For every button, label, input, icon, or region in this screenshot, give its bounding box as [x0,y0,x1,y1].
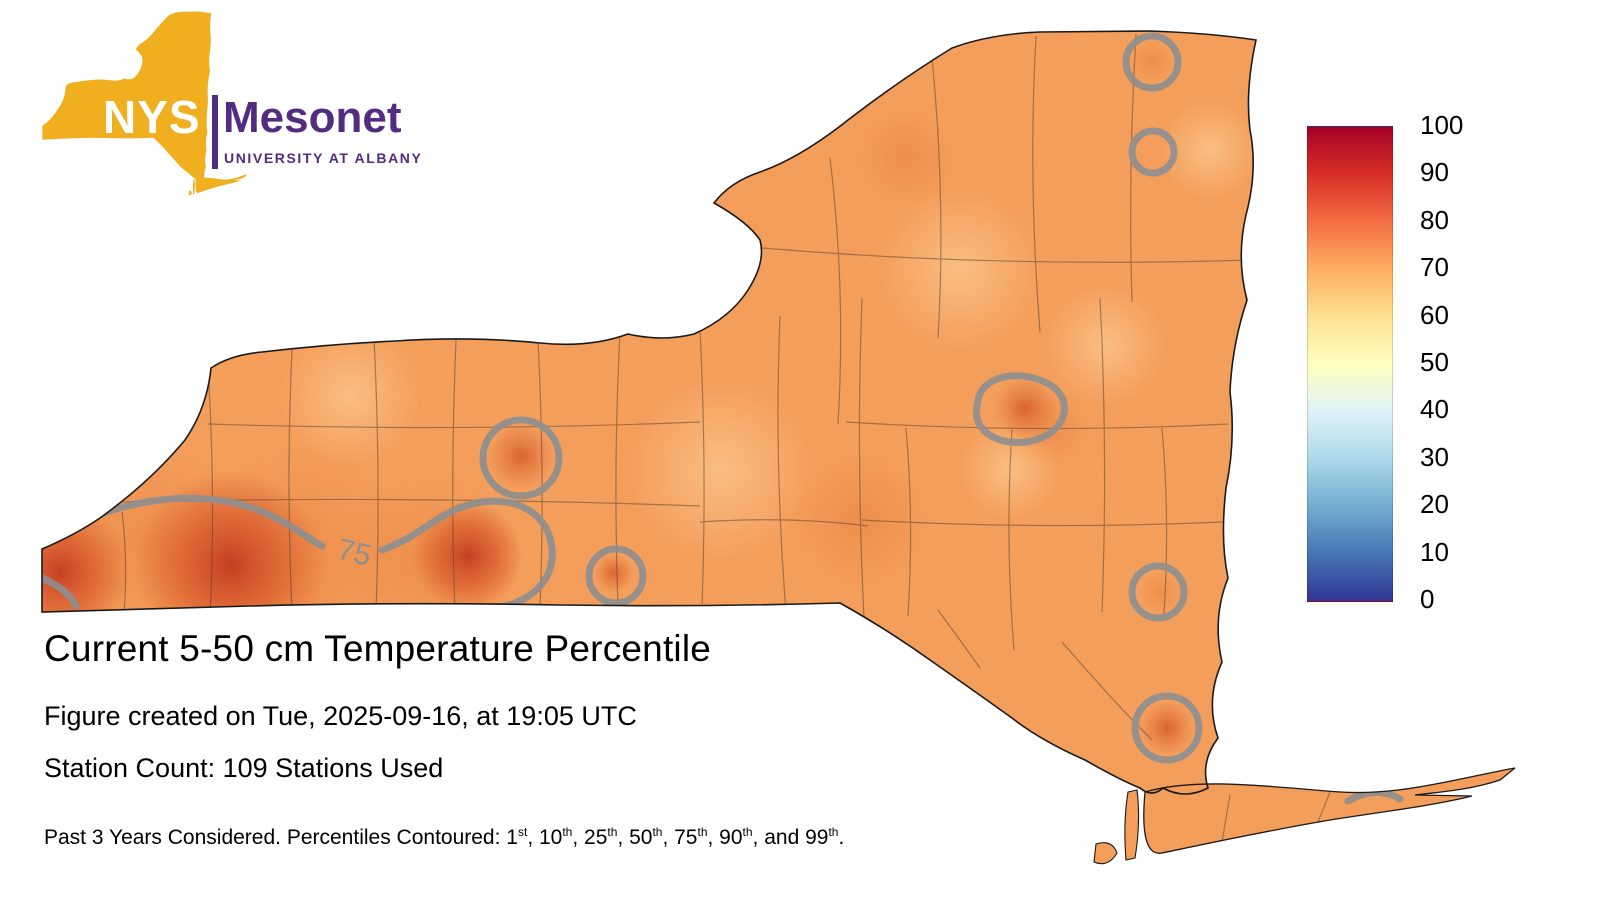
percentile-separator: , [707,826,720,849]
footnote: Past 3 Years Considered. Percentiles Con… [44,825,844,850]
percentile-number: 99 [805,826,829,849]
percentile-item: 90th, and [719,825,806,849]
colorbar-tick-label: 60 [1420,299,1449,330]
percentile-item: 25th, [584,825,630,849]
percentile-number: 75 [674,826,698,849]
logo-university-text: UNIVERSITY AT ALBANY [224,150,423,166]
percentile-ordinal: th [562,825,573,839]
percentile-separator: , [617,826,630,849]
percentile-number: 10 [538,826,563,849]
logo-divider-bar [212,95,218,169]
percentile-contours [42,32,1404,805]
percentile-separator: , [527,826,539,849]
percentile-item: 1st, [506,825,539,849]
colorbar-tick-label: 70 [1420,252,1449,283]
percentile-item: 10th, [538,825,585,849]
colorbar-tick-label: 20 [1420,489,1449,520]
contour-label-75: 75 [334,533,374,573]
percentile-ordinal: th [742,825,753,839]
colorbar-tick-label: 30 [1420,441,1449,472]
figure-title: Current 5-50 cm Temperature Percentile [44,628,712,669]
percentile-number: 50 [629,826,653,849]
colorbar-tick-label: 40 [1420,394,1449,425]
colorbar-tick-label: 80 [1420,204,1449,235]
percentile-number: 25 [584,826,608,849]
footnote-prefix: Past 3 Years Considered. Percentiles Con… [44,826,507,849]
station-count: Station Count: 109 Stations Used [44,753,444,783]
percentile-number: 1 [506,826,518,849]
created-timestamp: Figure created on Tue, 2025-09-16, at 19… [44,701,637,731]
colorbar-tick-label: 100 [1420,109,1464,140]
colorbar-tick-label: 50 [1420,346,1449,377]
colorbar-tick-label: 0 [1420,583,1435,614]
percentile-ordinal: th [607,825,618,839]
colorbar-tick-label: 10 [1420,536,1449,567]
percentile-item: 75th, [674,825,720,849]
percentile-ordinal: th [697,825,708,839]
percentile-separator: , [572,826,585,849]
cool-patches [280,100,1260,560]
logo-mesonet-text: Mesonet [223,93,402,142]
percentile-item: 99th. [805,825,845,849]
percentile-ordinal: th [652,825,663,839]
percentile-ordinal: st [517,825,528,839]
percentile-item: 50th, [629,825,675,849]
colorbar-gradient [1307,126,1393,602]
percentile-number: 90 [719,826,743,849]
colorbar-tick-label: 90 [1420,157,1449,188]
logo-nys-text: NYS [103,91,201,143]
percentile-ordinal: th [828,825,839,839]
percentile-separator: , [662,826,675,849]
percentile-separator: , and [752,826,806,849]
percentile-separator: . [838,826,845,849]
